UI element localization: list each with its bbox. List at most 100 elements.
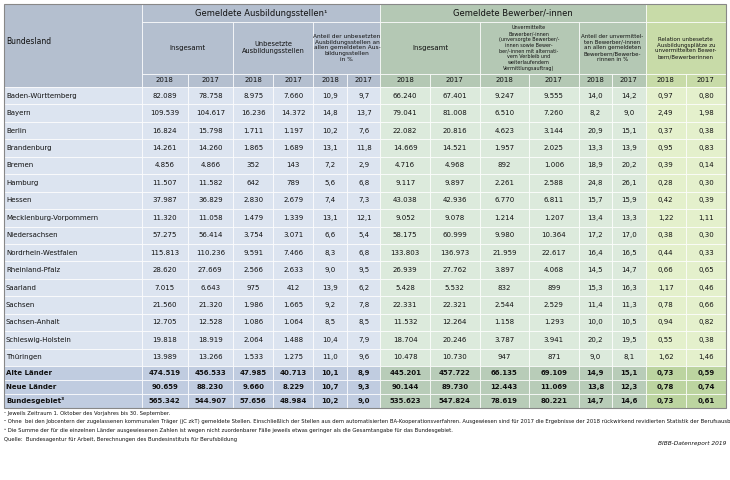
Text: 7,8: 7,8 bbox=[358, 302, 369, 308]
Bar bbox=[4, 331, 142, 348]
Bar bbox=[142, 348, 188, 366]
Bar bbox=[645, 227, 685, 244]
Text: 3.071: 3.071 bbox=[283, 232, 304, 238]
Text: 13,3: 13,3 bbox=[621, 215, 637, 221]
Text: 57.275: 57.275 bbox=[153, 232, 177, 238]
Text: 871: 871 bbox=[547, 354, 561, 360]
Text: 2.064: 2.064 bbox=[243, 337, 263, 343]
Text: Alte Länder: Alte Länder bbox=[6, 370, 52, 376]
Text: Gemeldete Bewerber/-innen: Gemeldete Bewerber/-innen bbox=[453, 9, 573, 17]
Text: 6.643: 6.643 bbox=[200, 285, 220, 290]
Text: Bundesgebiet³: Bundesgebiet³ bbox=[6, 397, 64, 405]
Text: 11.532: 11.532 bbox=[393, 319, 418, 325]
Text: 20.816: 20.816 bbox=[442, 128, 467, 133]
Text: 1.293: 1.293 bbox=[544, 319, 564, 325]
Text: 3.787: 3.787 bbox=[494, 337, 515, 343]
Bar bbox=[380, 279, 430, 296]
Bar bbox=[347, 192, 380, 209]
Text: 6,8: 6,8 bbox=[358, 180, 369, 186]
Text: 18.919: 18.919 bbox=[198, 337, 223, 343]
Text: 66.240: 66.240 bbox=[393, 93, 418, 99]
Bar bbox=[380, 209, 430, 227]
Bar bbox=[142, 192, 188, 209]
Bar bbox=[4, 4, 142, 87]
Text: Sachsen: Sachsen bbox=[6, 302, 35, 308]
Text: 15.798: 15.798 bbox=[198, 128, 223, 133]
Bar bbox=[347, 366, 380, 380]
Bar bbox=[273, 331, 313, 348]
Bar bbox=[612, 74, 645, 87]
Bar bbox=[685, 296, 726, 314]
Bar bbox=[313, 74, 347, 87]
Bar bbox=[313, 244, 347, 262]
Text: 2018: 2018 bbox=[321, 77, 339, 84]
Text: 10,7: 10,7 bbox=[321, 384, 339, 390]
Text: 4.623: 4.623 bbox=[494, 128, 515, 133]
Bar bbox=[579, 174, 612, 192]
Bar bbox=[273, 366, 313, 380]
Text: Thüringen: Thüringen bbox=[6, 354, 42, 360]
Bar bbox=[645, 366, 685, 380]
Text: 36.829: 36.829 bbox=[198, 197, 223, 204]
Bar bbox=[380, 105, 430, 122]
Bar bbox=[612, 331, 645, 348]
Text: 1,11: 1,11 bbox=[698, 215, 714, 221]
Text: 0,38: 0,38 bbox=[658, 232, 674, 238]
Bar bbox=[142, 331, 188, 348]
Bar bbox=[142, 380, 188, 394]
Text: 4.856: 4.856 bbox=[155, 162, 174, 168]
Text: 2017: 2017 bbox=[697, 77, 715, 84]
Text: 0,78: 0,78 bbox=[658, 302, 674, 308]
Text: Insgesamt: Insgesamt bbox=[169, 45, 206, 51]
Text: 82.089: 82.089 bbox=[153, 93, 177, 99]
Text: 2.544: 2.544 bbox=[494, 302, 514, 308]
Bar bbox=[188, 105, 233, 122]
Text: Niedersachsen: Niedersachsen bbox=[6, 232, 58, 238]
Bar bbox=[645, 348, 685, 366]
Text: 13,4: 13,4 bbox=[588, 215, 603, 221]
Bar bbox=[529, 157, 579, 174]
Text: 9.660: 9.660 bbox=[242, 384, 264, 390]
Text: 899: 899 bbox=[547, 285, 561, 290]
Text: 975: 975 bbox=[247, 285, 260, 290]
Bar bbox=[430, 105, 480, 122]
Bar bbox=[347, 296, 380, 314]
Bar bbox=[612, 380, 645, 394]
Text: 8,1: 8,1 bbox=[623, 354, 634, 360]
Bar bbox=[529, 348, 579, 366]
Bar bbox=[380, 122, 430, 139]
Text: 19,5: 19,5 bbox=[621, 337, 637, 343]
Text: 16,5: 16,5 bbox=[621, 250, 637, 256]
Bar bbox=[313, 174, 347, 192]
Bar bbox=[313, 105, 347, 122]
Text: 1.214: 1.214 bbox=[494, 215, 515, 221]
Bar bbox=[430, 87, 480, 105]
Text: 14,7: 14,7 bbox=[587, 398, 604, 404]
Text: 20,9: 20,9 bbox=[588, 128, 603, 133]
Text: BIBB-Datenreport 2019: BIBB-Datenreport 2019 bbox=[658, 441, 726, 445]
Text: 88.230: 88.230 bbox=[197, 384, 224, 390]
Text: 60.999: 60.999 bbox=[442, 232, 467, 238]
Text: 2.529: 2.529 bbox=[544, 302, 564, 308]
Bar bbox=[480, 192, 529, 209]
Bar bbox=[380, 174, 430, 192]
Bar bbox=[188, 314, 233, 331]
Text: 0,42: 0,42 bbox=[658, 197, 674, 204]
Text: 2.633: 2.633 bbox=[283, 267, 304, 273]
Text: 15,1: 15,1 bbox=[620, 370, 637, 376]
Bar bbox=[233, 331, 273, 348]
Text: 21.560: 21.560 bbox=[153, 302, 177, 308]
Text: 9.980: 9.980 bbox=[494, 232, 515, 238]
Bar bbox=[313, 314, 347, 331]
Bar bbox=[313, 227, 347, 244]
Bar bbox=[579, 394, 612, 408]
Text: 1.665: 1.665 bbox=[283, 302, 304, 308]
Text: 2017: 2017 bbox=[201, 77, 219, 84]
Text: 2018: 2018 bbox=[657, 77, 675, 84]
Text: Anteil der unbesetzten
Ausbildungsstellen an
allen gemeldeten Aus-
bildungsstell: Anteil der unbesetzten Ausbildungsstelle… bbox=[313, 34, 380, 62]
Bar bbox=[579, 209, 612, 227]
Bar bbox=[188, 366, 233, 380]
Bar bbox=[347, 209, 380, 227]
Bar bbox=[480, 296, 529, 314]
Bar bbox=[347, 74, 380, 87]
